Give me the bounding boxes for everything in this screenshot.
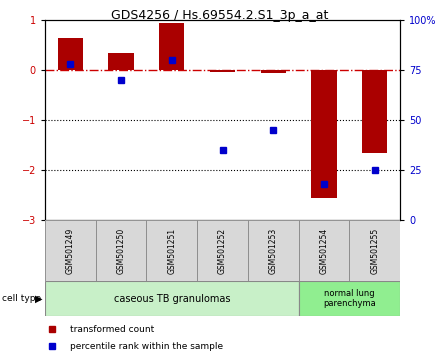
Bar: [299, 281, 400, 316]
Bar: [349, 220, 400, 281]
Text: GSM501252: GSM501252: [218, 227, 227, 274]
Text: GDS4256 / Hs.69554.2.S1_3p_a_at: GDS4256 / Hs.69554.2.S1_3p_a_at: [111, 9, 329, 22]
Text: transformed count: transformed count: [70, 325, 154, 334]
Bar: [197, 220, 248, 281]
Text: ▶: ▶: [35, 293, 43, 303]
Text: caseous TB granulomas: caseous TB granulomas: [114, 293, 230, 303]
Bar: [210, 70, 235, 72]
Bar: [45, 220, 96, 281]
Bar: [362, 70, 387, 153]
Text: cell type: cell type: [2, 294, 41, 303]
Bar: [248, 220, 299, 281]
Bar: [311, 70, 337, 198]
Bar: [58, 38, 83, 70]
Text: GSM501250: GSM501250: [117, 227, 125, 274]
Bar: [260, 70, 286, 73]
Text: GSM501255: GSM501255: [370, 227, 379, 274]
Bar: [45, 281, 299, 316]
Bar: [96, 220, 147, 281]
Bar: [299, 220, 349, 281]
Text: normal lung
parenchyma: normal lung parenchyma: [323, 289, 376, 308]
Text: GSM501251: GSM501251: [167, 227, 176, 274]
Text: GSM501253: GSM501253: [269, 227, 278, 274]
Bar: [108, 52, 134, 70]
Bar: [147, 220, 197, 281]
Bar: [159, 23, 184, 70]
Text: GSM501249: GSM501249: [66, 227, 75, 274]
Text: percentile rank within the sample: percentile rank within the sample: [70, 342, 223, 351]
Text: GSM501254: GSM501254: [319, 227, 328, 274]
